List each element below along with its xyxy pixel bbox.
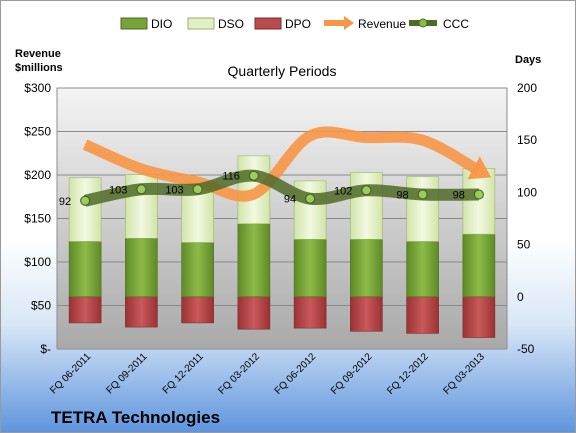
- x-tick-label: FQ 03-2013: [441, 351, 487, 397]
- left-tick-label: $100: [24, 255, 51, 269]
- ccc-data-label: 116: [222, 171, 240, 183]
- left-tick-label: $50: [31, 299, 51, 313]
- ccc-point: [248, 170, 259, 181]
- ccc-point: [361, 185, 372, 196]
- legend-swatch-dso: [187, 17, 215, 30]
- dio-bar: [406, 241, 439, 298]
- ccc-series-line: [83, 169, 479, 207]
- dpo-bar: [237, 296, 271, 330]
- dpo-bar: [68, 296, 102, 324]
- right-tick-label: 150: [517, 133, 537, 147]
- dpo-bar: [181, 296, 214, 324]
- legend-label-ccc: CCC: [443, 17, 469, 31]
- right-tick-label: 200: [517, 81, 537, 95]
- ccc-data-label: 103: [165, 184, 183, 196]
- left-axis-title-line2: $millions: [15, 62, 63, 74]
- right-axis-title: Days: [515, 54, 541, 66]
- dpo-bar: [462, 296, 496, 338]
- dio-bar: [293, 239, 327, 298]
- dpo-bar: [350, 296, 383, 332]
- x-tick-label: FQ 06-2012: [273, 351, 319, 397]
- right-tick-label: -50: [517, 342, 535, 356]
- x-tick-label: FQ 12-2012: [385, 351, 431, 397]
- ccc-point: [473, 189, 484, 200]
- left-tick-label: $-: [40, 342, 51, 356]
- ccc-data-label: 94: [284, 194, 296, 206]
- right-tick-label: 50: [517, 238, 531, 252]
- legend-label-dso: DSO: [218, 17, 244, 31]
- dso-bar: [68, 177, 102, 242]
- legend-label-dio: DIO: [151, 17, 172, 31]
- dio-bar: [462, 233, 496, 298]
- revenue-arrowhead: [467, 156, 492, 180]
- ccc-line: 92 103 103 116 94 102 98 98: [59, 169, 484, 208]
- dio-bar: [125, 238, 158, 298]
- x-tick-label: FQ 06-2011: [48, 351, 93, 396]
- x-tick-label: FQ 12-2011: [161, 351, 206, 396]
- revenue-line: [82, 126, 492, 202]
- left-axis-title-line1: Revenue: [15, 48, 61, 60]
- right-tick-label: 100: [517, 185, 537, 199]
- left-tick-label: $200: [24, 168, 51, 182]
- dso-bar: [350, 172, 383, 240]
- ccc-point: [192, 184, 203, 195]
- ccc-data-label: 98: [453, 189, 465, 201]
- revenue-series-line: [82, 126, 482, 202]
- legend-label-revenue: Revenue: [358, 17, 406, 31]
- legend-label-dpo: DPO: [285, 17, 311, 31]
- legend: DIO DSO DPO Revenue CCC: [120, 16, 469, 31]
- dio-bar: [237, 223, 271, 298]
- dio-bar: [68, 241, 102, 298]
- right-axis-ticks: 200 150 100 50 0 -50: [517, 81, 537, 356]
- ccc-point: [417, 189, 428, 200]
- x-tick-label: FQ 09-2012: [329, 351, 375, 397]
- x-tick-label: FQ 09-2011: [105, 351, 150, 396]
- x-tick-label: FQ 03-2012: [216, 351, 262, 397]
- dpo-bar: [406, 296, 439, 334]
- dpo-bar: [293, 296, 327, 329]
- legend-swatch-ccc: [409, 18, 437, 28]
- dso-bar: [462, 168, 496, 235]
- company-name: TETRA Technologies: [51, 408, 220, 427]
- legend-swatch-revenue: [324, 16, 354, 30]
- chart-title: Quarterly Periods: [228, 63, 337, 79]
- left-tick-label: $250: [24, 125, 51, 139]
- right-tick-label: 0: [517, 290, 524, 304]
- ccc-point: [80, 195, 91, 206]
- dpo-bar: [125, 296, 158, 328]
- ccc-point: [136, 184, 147, 195]
- x-axis-ticks: FQ 06-2011 FQ 09-2011 FQ 12-2011 FQ 03-2012…: [48, 351, 487, 397]
- dio-bar: [181, 242, 214, 298]
- dio-bar: [350, 239, 383, 298]
- ccc-point: [305, 193, 316, 204]
- ccc-data-label: 103: [109, 184, 127, 196]
- left-tick-label: $300: [24, 81, 51, 95]
- left-axis-ticks: $300 $250 $200 $150 $100 $50 $-: [24, 81, 51, 356]
- bars: [68, 155, 496, 338]
- ccc-data-label: 92: [59, 196, 71, 208]
- legend-swatch-dpo: [254, 17, 282, 30]
- dso-bar: [406, 176, 439, 242]
- ccc-data-label: 102: [334, 185, 352, 197]
- ccc-data-label: 98: [396, 189, 408, 201]
- left-tick-label: $150: [24, 212, 51, 226]
- legend-swatch-dio: [120, 17, 148, 30]
